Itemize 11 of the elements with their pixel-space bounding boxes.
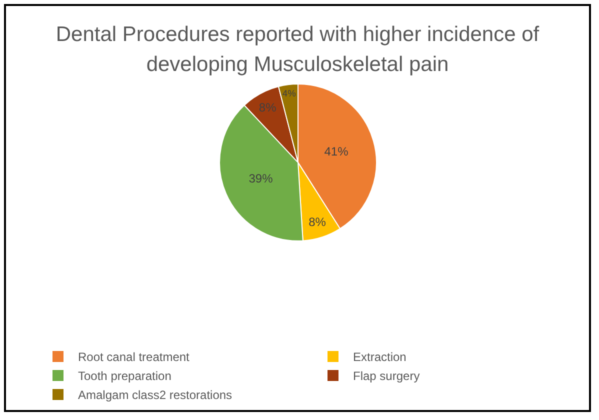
chart-title: Dental Procedures reported with higher incidence of developing Musculoskeletal pain bbox=[54, 22, 540, 78]
data-label: 8% bbox=[258, 100, 277, 114]
data-label: 8% bbox=[308, 215, 326, 230]
legend-label: Flap surgery bbox=[353, 369, 420, 384]
legend-label: Extraction bbox=[353, 350, 406, 364]
data-label: 4% bbox=[282, 88, 296, 98]
legend-label: Root canal treatment bbox=[78, 350, 190, 364]
data-label: 41% bbox=[324, 144, 349, 158]
data-label: 39% bbox=[248, 171, 274, 186]
legend-label: Amalgam class2 restorations bbox=[78, 388, 232, 402]
legend-label: Tooth preparation bbox=[78, 369, 172, 384]
